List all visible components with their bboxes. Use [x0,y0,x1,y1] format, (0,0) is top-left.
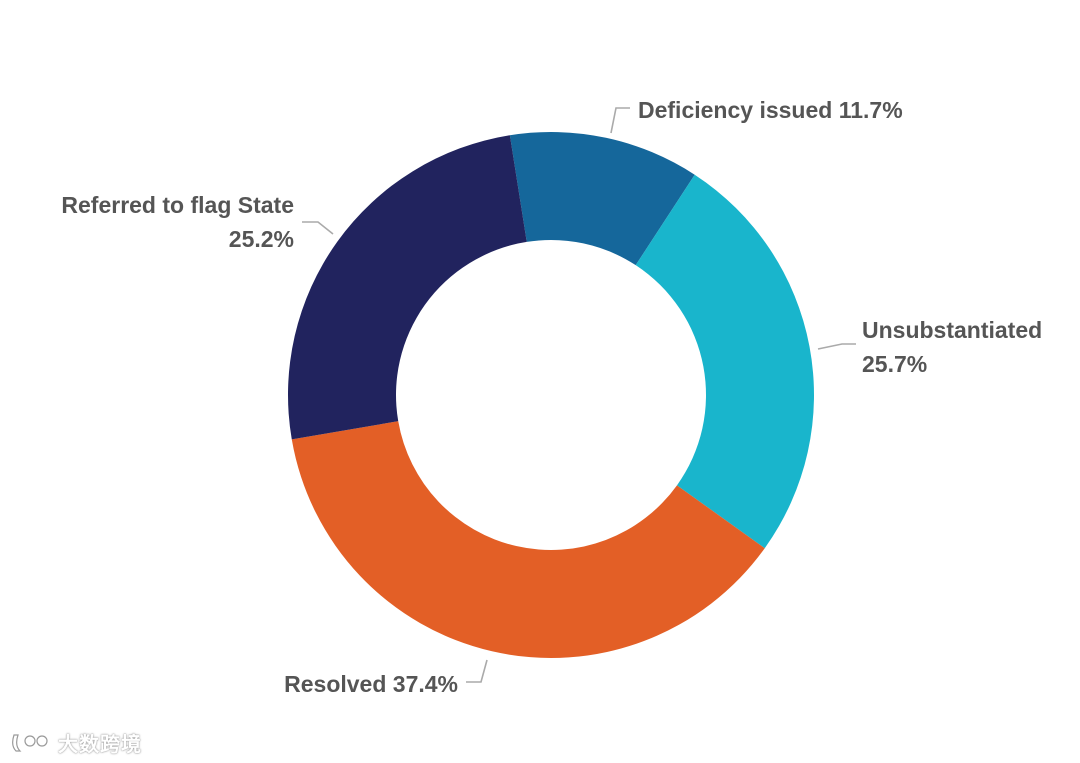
watermark-text: 大数跨境 [58,732,142,756]
data-label-unsubstantiated-percent: 25.7% [862,351,927,377]
data-label-unsubstantiated-name: Unsubstantiated [862,317,1042,343]
data-label-resolved: Resolved 37.4% [284,671,458,697]
slice-resolved [291,421,765,659]
data-label-referred-name: Referred to flag State [61,192,294,218]
leader-line-resolved [466,659,488,683]
data-label-deficiency: Deficiency issued 11.7% [638,97,903,123]
data-label-referred-percent: 25.2% [229,226,294,252]
watermark-logo-icon [12,733,48,752]
leader-line-deficiency [610,107,630,134]
slice-deficiency-issued [509,132,695,266]
donut-slices [288,132,815,659]
slice-unsubstantiated [635,174,815,549]
slice-referred-to-flag-state [288,135,527,440]
leader-line-unsubstantiated [817,343,856,350]
watermark: 大数跨境 [10,728,142,757]
leader-line-referred [302,221,334,235]
